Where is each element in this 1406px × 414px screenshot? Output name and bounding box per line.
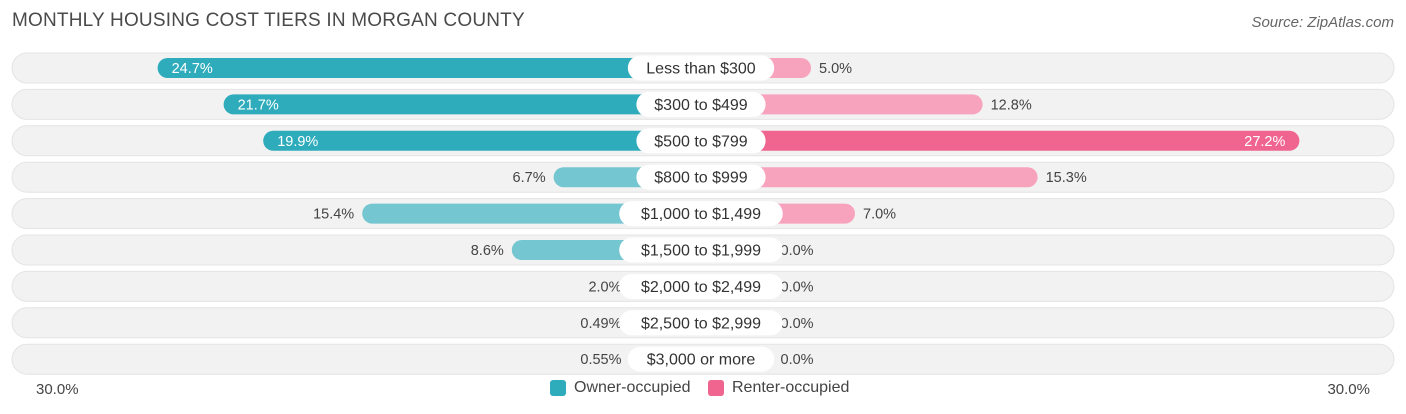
source-credit: Source: ZipAtlas.com <box>1251 14 1394 31</box>
category-pill <box>627 346 775 372</box>
legend-owner-label: Owner-occupied <box>574 379 691 396</box>
chart-title: MONTHLY HOUSING COST TIERS IN MORGAN COU… <box>12 10 525 31</box>
category-pill <box>636 164 766 190</box>
renter-value-label: 12.8% <box>991 97 1032 113</box>
renter-value-label: 5.0% <box>819 61 852 77</box>
legend-renter-label: Renter-occupied <box>732 379 850 396</box>
renter-swatch <box>708 380 724 396</box>
owner-value-label: 6.7% <box>513 170 546 186</box>
owner-swatch <box>550 380 566 396</box>
category-label: $1,000 to $1,499 <box>641 206 761 223</box>
category-label: $500 to $799 <box>654 133 748 150</box>
category-pill <box>619 273 783 299</box>
owner-value-label: 24.7% <box>172 61 213 77</box>
owner-bar <box>362 203 701 224</box>
owner-bar <box>263 130 701 151</box>
renter-bar <box>701 167 1038 188</box>
renter-bar <box>701 130 1300 151</box>
owner-value-label: 19.9% <box>277 134 318 150</box>
category-pill <box>627 55 775 81</box>
legend: Owner-occupied Renter-occupied <box>0 379 1406 399</box>
category-label: $2,500 to $2,999 <box>641 315 761 332</box>
owner-value-label: 21.7% <box>238 97 279 113</box>
renter-value-label: 0.0% <box>781 279 814 295</box>
category-pill <box>636 128 766 154</box>
renter-bar <box>701 94 983 115</box>
legend-owner: Owner-occupied <box>550 379 691 397</box>
renter-value-label: 7.0% <box>863 207 896 223</box>
category-pill <box>619 237 783 263</box>
category-pill <box>636 91 766 117</box>
owner-value-label: 0.49% <box>580 316 621 332</box>
owner-value-label: 8.6% <box>471 243 504 259</box>
renter-value-label: 0.0% <box>781 352 814 368</box>
renter-value-label: 27.2% <box>1244 134 1285 150</box>
category-pill <box>619 310 783 336</box>
owner-value-label: 15.4% <box>313 207 354 223</box>
renter-value-label: 0.0% <box>781 316 814 332</box>
owner-bar <box>223 94 701 115</box>
owner-value-label: 0.55% <box>580 352 621 368</box>
renter-value-label: 0.0% <box>781 243 814 259</box>
owner-bar <box>157 58 702 78</box>
category-label: $2,000 to $2,499 <box>641 279 761 296</box>
axis-left-label: 30.0% <box>36 381 79 398</box>
renter-value-label: 15.3% <box>1046 170 1087 186</box>
category-label: $300 to $499 <box>654 97 748 114</box>
category-label: $1,500 to $1,999 <box>641 243 761 260</box>
category-label: Less than $300 <box>646 61 756 78</box>
category-label: $800 to $999 <box>654 170 748 187</box>
axis-right-label: 30.0% <box>1327 381 1370 398</box>
category-label: $3,000 or more <box>647 352 756 369</box>
owner-value-label: 2.0% <box>588 279 621 295</box>
legend-renter: Renter-occupied <box>708 379 849 397</box>
category-pill <box>619 201 783 227</box>
